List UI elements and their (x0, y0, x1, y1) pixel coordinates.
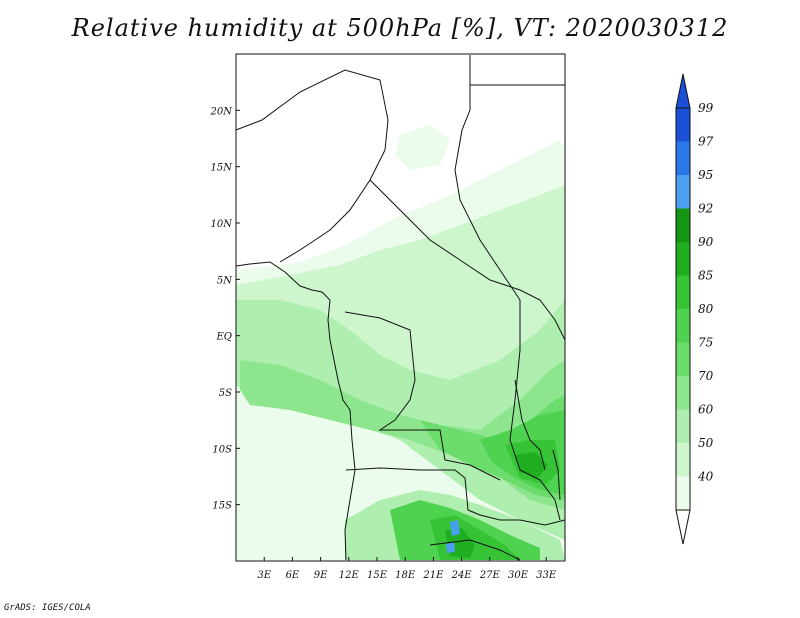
colorbar-swatch (676, 141, 690, 175)
colorbar-label: 70 (698, 369, 714, 383)
humidity-region-95-b (446, 542, 455, 553)
lon-tick-label: 24E (451, 570, 473, 581)
lat-tick-label: EQ (216, 332, 233, 343)
lat-tick-label: 15N (211, 163, 234, 174)
lake-malawi (552, 449, 561, 501)
colorbar-swatch (676, 342, 690, 376)
lat-tick-label: 10S (212, 444, 232, 455)
colorbar-swatch (676, 242, 690, 276)
lat-tick-label: 15S (212, 501, 232, 512)
border-drc-west (344, 311, 501, 481)
country-borders (235, 55, 566, 561)
humidity-field (236, 125, 565, 560)
colorbar-label: 75 (698, 336, 713, 350)
colorbar-swatch (676, 376, 690, 410)
colorbar-bottom-arrow (675, 509, 691, 545)
colorbar-swatch (676, 409, 690, 443)
lat-tick-label: 5N (217, 275, 233, 286)
map-frame (235, 53, 566, 562)
border-north (235, 69, 389, 263)
lat-tick-label: 20N (210, 106, 234, 117)
colorbar-swatch (676, 175, 690, 209)
colorbar-swatch (676, 275, 690, 309)
colorbar-label: 60 (698, 403, 714, 417)
colorbar-swatch (676, 443, 690, 477)
colorbar-label: 40 (697, 470, 714, 484)
lon-tick-label: 30E (508, 570, 529, 581)
lon-tick-label: 12E (339, 570, 360, 581)
colorbar-label: 80 (698, 302, 714, 316)
colorbar-swatch (676, 108, 690, 142)
colorbar-label: 50 (698, 436, 714, 450)
colorbar: 99 97 95 92 90 85 80 75 70 60 50 40 (675, 73, 714, 545)
lon-tick-label: 33E (536, 570, 557, 581)
lon-tick-label: 15E (367, 570, 388, 581)
lon-tick-label: 27E (479, 570, 501, 581)
colorbar-top-arrow (675, 73, 691, 109)
longitude-axis: 3E 6E 9E 12E 15E 18E 21E 24E 27E 30E 33E (257, 557, 557, 581)
lon-tick-label: 21E (422, 570, 444, 581)
border-zambia (429, 539, 521, 561)
colorbar-outline (675, 107, 691, 511)
humidity-region-95 (450, 520, 460, 536)
humidity-region-40-north (395, 125, 450, 170)
lat-tick-label: 10N (211, 219, 234, 230)
colorbar-swatch (676, 476, 690, 510)
lon-tick-label: 9E (314, 570, 328, 581)
colorbar-label: 90 (698, 235, 714, 249)
lon-tick-label: 18E (395, 570, 416, 581)
colorbar-label: 92 (698, 202, 713, 216)
border-east (454, 55, 561, 521)
credit-label: GrADS: IGES/COLA (4, 603, 91, 613)
humidity-region-70 (240, 360, 565, 510)
lon-tick-label: 6E (286, 570, 300, 581)
coastline-west (235, 261, 356, 561)
border-central (369, 179, 566, 341)
colorbar-label: 97 (698, 135, 714, 149)
colorbar-swatch (676, 208, 690, 242)
border-south (345, 467, 566, 526)
colorbar-label: 95 (698, 168, 713, 182)
lon-tick-label: 3E (257, 570, 271, 581)
colorbar-swatch (676, 309, 690, 343)
colorbar-label: 99 (698, 101, 714, 115)
latitude-axis: 20N 15N 10N 5N EQ 5S 10S 15S (210, 106, 240, 512)
lake-tanganyika (514, 379, 546, 471)
map-title: Relative humidity at 500hPa [%], VT: 202… (71, 14, 729, 42)
lat-tick-label: 5S (219, 388, 232, 399)
colorbar-label: 85 (698, 269, 713, 283)
